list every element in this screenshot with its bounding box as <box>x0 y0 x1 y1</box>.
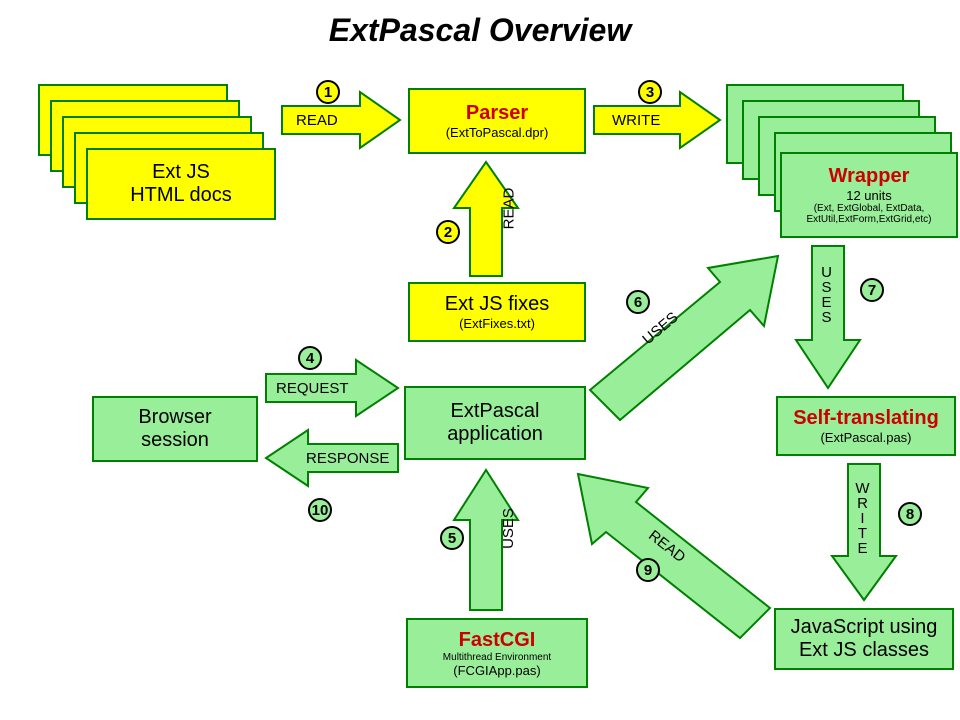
node-sub: (FCGIApp.pas) <box>453 663 540 678</box>
node-label: session <box>141 429 209 452</box>
arrow-label-write-8: WRITE <box>854 480 871 555</box>
arrow-label-uses-7: USES <box>818 264 835 324</box>
node-fastcgi: FastCGI Multithread Environment (FCGIApp… <box>406 618 588 688</box>
node-title: Wrapper <box>829 165 910 188</box>
node-jsusing: JavaScript using Ext JS classes <box>774 608 954 670</box>
step-number-4: 4 <box>298 346 322 370</box>
node-parser: Parser (ExtToPascal.dpr) <box>408 88 586 154</box>
step-number-3: 3 <box>638 80 662 104</box>
page-title: ExtPascal Overview <box>0 12 960 49</box>
node-extjs-docs: Ext JS HTML docs <box>86 148 276 220</box>
step-number-10: 10 <box>308 498 332 522</box>
step-number-2: 2 <box>436 220 460 244</box>
arrow-label-uses-5: USES <box>500 508 517 549</box>
arrow-label-uses-6: USES <box>639 309 681 348</box>
arrow-label-request-4: REQUEST <box>276 380 349 397</box>
arrow-label-response-10: RESPONSE <box>306 450 389 467</box>
node-label: application <box>447 423 543 446</box>
node-sub: Multithread Environment <box>443 652 551 663</box>
step-number-9: 9 <box>636 558 660 582</box>
arrow-label-read-1: READ <box>296 112 338 129</box>
node-title: Self-translating <box>793 407 939 430</box>
arrow-label-read-2: READ <box>500 188 517 230</box>
step-number-6: 6 <box>626 290 650 314</box>
arrow-uses-6 <box>590 256 778 420</box>
node-label: ExtPascal <box>451 400 540 423</box>
node-sub: (Ext, ExtGlobal, ExtData, <box>814 203 925 214</box>
node-sub: 12 units <box>846 188 892 203</box>
node-title: Parser <box>466 102 528 125</box>
step-number-8: 8 <box>898 502 922 526</box>
node-label: HTML docs <box>130 184 232 207</box>
node-selftrans: Self-translating (ExtPascal.pas) <box>776 396 956 456</box>
node-label: Ext JS classes <box>799 639 929 662</box>
step-number-1: 1 <box>316 80 340 104</box>
node-title: FastCGI <box>459 629 536 652</box>
node-label: JavaScript using <box>791 616 938 639</box>
node-label: Ext JS fixes <box>445 293 549 316</box>
node-label: Browser <box>138 406 211 429</box>
node-fixes: Ext JS fixes (ExtFixes.txt) <box>408 282 586 342</box>
node-label: Ext JS <box>152 161 210 184</box>
node-wrapper: Wrapper 12 units (Ext, ExtGlobal, ExtDat… <box>780 152 958 238</box>
step-number-7: 7 <box>860 278 884 302</box>
step-number-5: 5 <box>440 526 464 550</box>
node-browser: Browser session <box>92 396 258 462</box>
node-sub: (ExtToPascal.dpr) <box>446 125 549 140</box>
node-sub: (ExtPascal.pas) <box>820 430 911 445</box>
node-sub: (ExtFixes.txt) <box>459 316 535 331</box>
node-extpascal-app: ExtPascal application <box>404 386 586 460</box>
node-sub: ExtUtil,ExtForm,ExtGrid,etc) <box>806 214 931 225</box>
arrow-label-write-3: WRITE <box>612 112 660 129</box>
